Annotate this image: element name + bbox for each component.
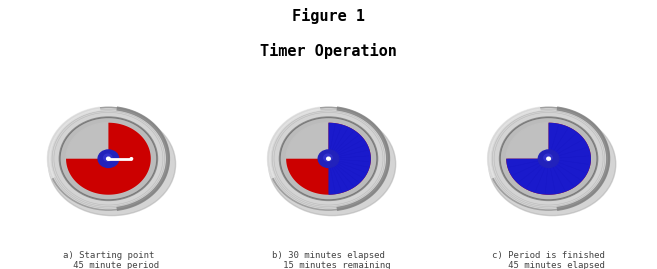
Text: a) Starting point
   45 minute period: a) Starting point 45 minute period	[57, 251, 160, 269]
Ellipse shape	[49, 113, 175, 216]
Ellipse shape	[490, 109, 607, 209]
Ellipse shape	[544, 154, 552, 161]
Ellipse shape	[281, 118, 376, 199]
Ellipse shape	[59, 117, 158, 200]
Polygon shape	[507, 123, 591, 195]
Ellipse shape	[538, 150, 559, 168]
Text: Figure 1: Figure 1	[292, 8, 365, 24]
Ellipse shape	[268, 107, 389, 210]
Ellipse shape	[279, 117, 378, 200]
Text: Timer Operation: Timer Operation	[260, 43, 397, 59]
Ellipse shape	[130, 158, 133, 160]
Text: b) 30 minutes elapsed
   15 minutes remaining: b) 30 minutes elapsed 15 minutes remaini…	[267, 251, 390, 269]
Polygon shape	[66, 123, 150, 195]
Text: c) Period is finished
   45 minutes elapsed: c) Period is finished 45 minutes elapsed	[492, 251, 605, 269]
Ellipse shape	[50, 109, 167, 209]
Ellipse shape	[488, 107, 609, 210]
Ellipse shape	[60, 118, 156, 199]
Ellipse shape	[66, 123, 150, 195]
Ellipse shape	[327, 157, 330, 160]
Ellipse shape	[324, 154, 332, 161]
Polygon shape	[328, 123, 371, 195]
Ellipse shape	[547, 157, 551, 160]
Ellipse shape	[318, 150, 339, 168]
Ellipse shape	[106, 157, 110, 160]
Ellipse shape	[104, 154, 112, 161]
Polygon shape	[507, 123, 591, 195]
Ellipse shape	[270, 109, 387, 209]
Ellipse shape	[499, 117, 598, 200]
Ellipse shape	[269, 113, 396, 216]
Ellipse shape	[507, 123, 591, 195]
Ellipse shape	[501, 118, 597, 199]
Ellipse shape	[286, 123, 371, 195]
Ellipse shape	[98, 150, 119, 168]
Ellipse shape	[489, 113, 616, 216]
Polygon shape	[286, 123, 371, 195]
Ellipse shape	[48, 107, 169, 210]
